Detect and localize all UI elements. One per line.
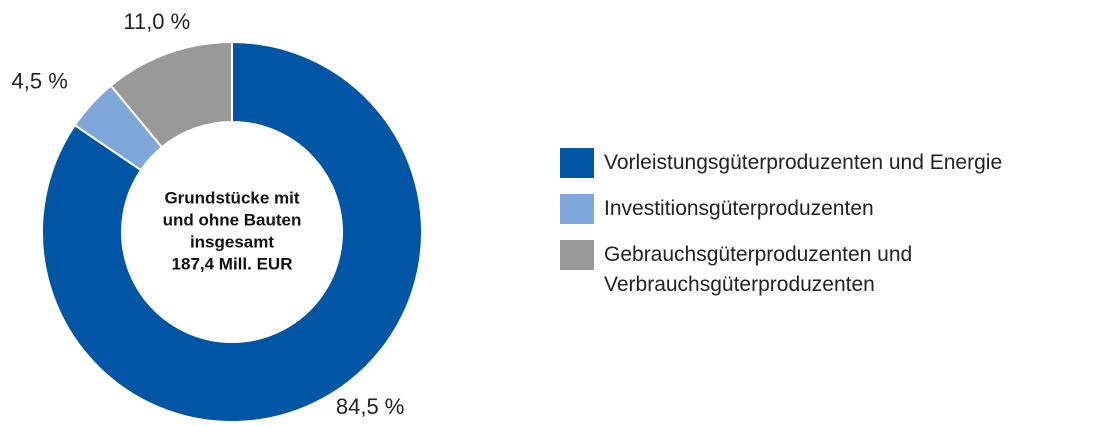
donut-segment: [109, 40, 233, 149]
legend-swatch: [560, 148, 594, 178]
center-label: insgesamt: [190, 232, 274, 251]
legend-item: Investitionsgüterproduzenten: [560, 194, 1060, 224]
legend-label: Gebrauchsgüterproduzenten und Verbrauchs…: [604, 243, 913, 296]
legend-swatch: [560, 240, 594, 270]
donut-segment: [41, 40, 423, 423]
legend-label: Vorleistungsgüterproduzenten und Energie: [604, 151, 1003, 174]
value-label: 11,0 %: [123, 9, 190, 34]
value-label: 4,5 %: [12, 68, 68, 93]
legend-item: Gebrauchsgüterproduzenten und Verbrauchs…: [560, 240, 1060, 300]
center-label: 187,4 Mill. EUR: [172, 254, 293, 273]
donut-chart: 84,5 % 4,5 % 11,0 % Grundstücke mit und ohne…: [12, 9, 423, 423]
legend-item: Vorleistungsgüterproduzenten und Energie: [560, 148, 1060, 178]
legend-swatch: [560, 194, 594, 224]
center-label: Grundstücke mit: [164, 188, 299, 207]
center-label: und ohne Bauten: [163, 210, 302, 229]
value-label: 84,5 %: [336, 394, 405, 419]
legend-label: Investitionsgüterproduzenten: [604, 197, 874, 220]
legend: Vorleistungsgüterproduzenten und Energie…: [560, 148, 1060, 316]
